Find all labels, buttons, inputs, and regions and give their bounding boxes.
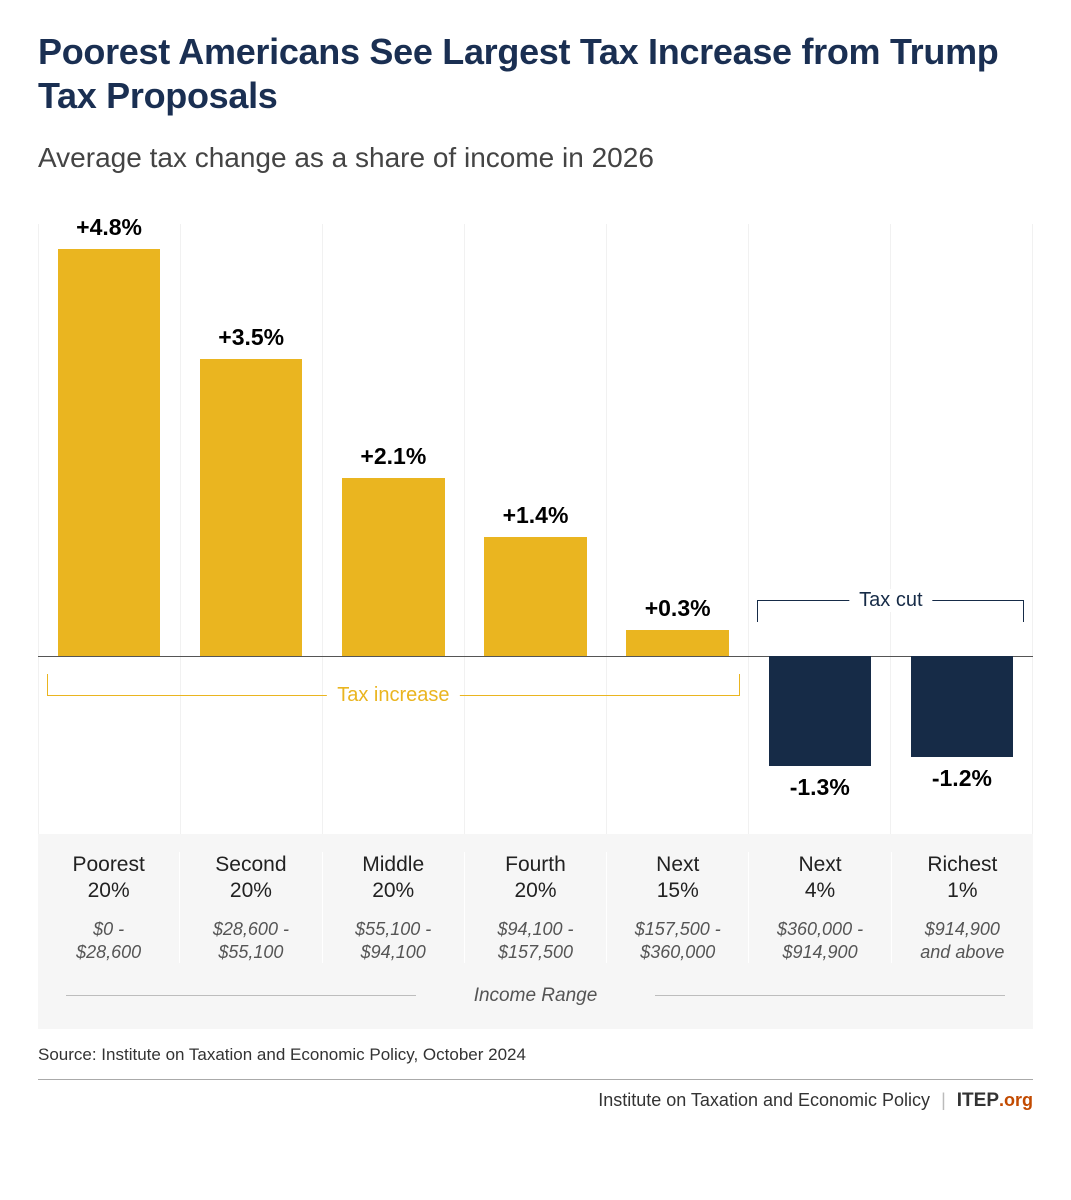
xaxis-range-label: $914,900and above: [892, 918, 1033, 963]
bar-value-label: +0.3%: [607, 595, 749, 622]
bar-value-label: +2.1%: [322, 443, 464, 470]
xaxis-category: Richest1% $914,900and above: [892, 852, 1033, 964]
bar-value-label: +4.8%: [38, 214, 180, 241]
xaxis-range-label: $360,000 -$914,900: [749, 918, 890, 963]
footer-separator: |: [941, 1090, 946, 1110]
chart-title: Poorest Americans See Largest Tax Increa…: [38, 30, 1033, 118]
xaxis-category: Next4% $360,000 -$914,900: [749, 852, 891, 964]
xaxis-group-label: Next15%: [607, 852, 748, 905]
xaxis-group-label: Poorest20%: [38, 852, 179, 905]
xaxis-group-label: Second20%: [180, 852, 321, 905]
chart-plot-area: +4.8%+3.5%+2.1%+1.4%+0.3%-1.3%-1.2% Tax …: [38, 224, 1033, 834]
xaxis-range-label: $0 -$28,600: [38, 918, 179, 963]
income-range-label: Income Range: [460, 985, 612, 1007]
xaxis-category: Middle20% $55,100 -$94,100: [323, 852, 465, 964]
bar-value-label: -1.3%: [749, 774, 891, 801]
tax-cut-label: Tax cut: [849, 589, 932, 612]
xaxis-category: Next15% $157,500 -$360,000: [607, 852, 749, 964]
xaxis-range-label: $28,600 -$55,100: [180, 918, 321, 963]
tax-cut-bracket: Tax cut: [757, 600, 1024, 622]
bar: [769, 656, 871, 766]
tax-increase-bracket: Tax increase: [47, 674, 741, 696]
bar: [200, 359, 302, 655]
xaxis-group-label: Richest1%: [892, 852, 1033, 905]
income-range-axis: Income Range: [38, 971, 1033, 1029]
xaxis-group-label: Middle20%: [323, 852, 464, 905]
bar: [342, 478, 444, 656]
chart-xaxis: Poorest20% $0 -$28,600Second20% $28,600 -$…: [38, 834, 1033, 972]
xaxis-range-label: $157,500 -$360,000: [607, 918, 748, 963]
bar: [58, 249, 160, 655]
bar: [626, 630, 728, 655]
tax-increase-label: Tax increase: [327, 684, 459, 707]
footer-tld: .org: [999, 1090, 1033, 1110]
bar: [911, 656, 1013, 758]
bar-value-label: -1.2%: [891, 765, 1033, 792]
bar-value-label: +3.5%: [180, 324, 322, 351]
xaxis-range-label: $94,100 -$157,500: [465, 918, 606, 963]
footer-brand: ITEP: [957, 1090, 999, 1111]
chart-subtitle: Average tax change as a share of income …: [38, 142, 1033, 174]
bar: [484, 537, 586, 656]
xaxis-category: Poorest20% $0 -$28,600: [38, 852, 180, 964]
xaxis-category: Fourth20% $94,100 -$157,500: [465, 852, 607, 964]
bar-value-label: +1.4%: [464, 502, 606, 529]
footer-org: Institute on Taxation and Economic Polic…: [598, 1090, 930, 1110]
xaxis-category: Second20% $28,600 -$55,100: [180, 852, 322, 964]
xaxis-range-label: $55,100 -$94,100: [323, 918, 464, 963]
xaxis-group-label: Next4%: [749, 852, 890, 905]
chart-footer: Institute on Taxation and Economic Polic…: [38, 1080, 1033, 1112]
xaxis-group-label: Fourth20%: [465, 852, 606, 905]
chart-source: Source: Institute on Taxation and Econom…: [38, 1029, 1033, 1080]
